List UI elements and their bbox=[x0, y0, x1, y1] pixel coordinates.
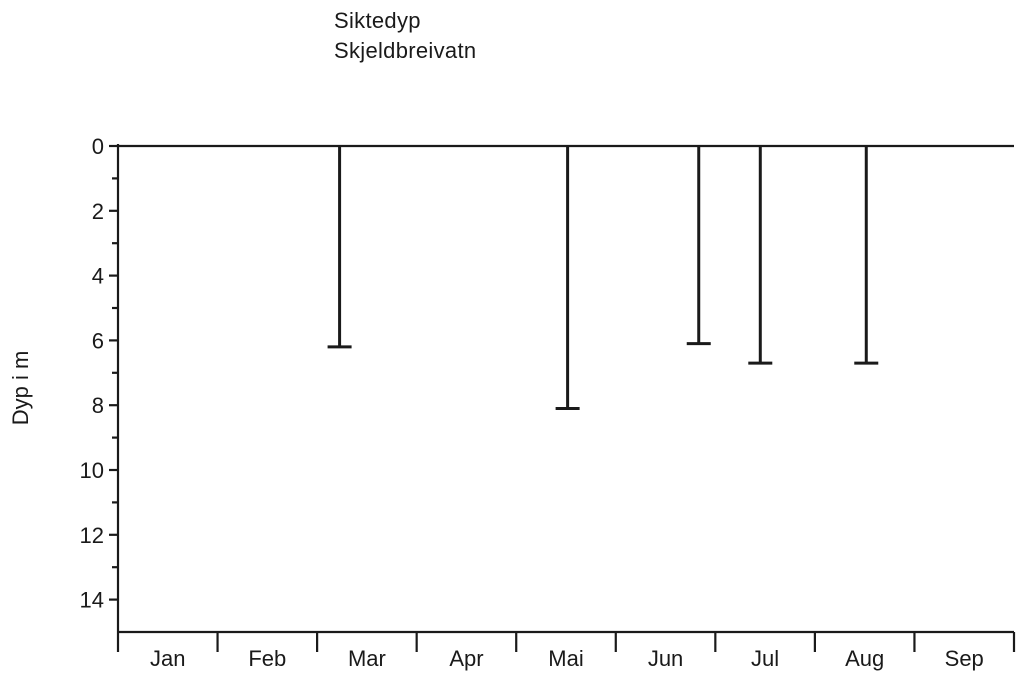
depth-mark bbox=[556, 146, 580, 408]
depth-mark bbox=[854, 146, 878, 363]
depth-mark bbox=[748, 146, 772, 363]
y-tick-label: 0 bbox=[92, 134, 104, 159]
x-tick-label: Sep bbox=[945, 646, 984, 671]
y-tick-label: 10 bbox=[80, 458, 104, 483]
depth-marks bbox=[328, 146, 879, 408]
y-tick-label: 4 bbox=[92, 264, 104, 289]
depth-mark bbox=[328, 146, 352, 347]
y-tick-label: 6 bbox=[92, 328, 104, 353]
y-tick-label: 14 bbox=[80, 588, 104, 613]
y-tick-label: 2 bbox=[92, 199, 104, 224]
y-axis-label-group: Dyp i m bbox=[8, 351, 33, 426]
x-tick-label: Aug bbox=[845, 646, 884, 671]
x-tick-label: Jan bbox=[150, 646, 185, 671]
x-tick-label: Mai bbox=[548, 646, 583, 671]
x-ticks: Jan Feb Mar Apr Mai Jun Jul Aug Sep bbox=[118, 632, 1014, 671]
y-tick-label: 8 bbox=[92, 393, 104, 418]
x-tick-label: Mar bbox=[348, 646, 386, 671]
x-tick-label: Jul bbox=[751, 646, 779, 671]
depth-mark bbox=[687, 146, 711, 344]
y-axis-label: Dyp i m bbox=[8, 351, 33, 426]
y-tick-label: 12 bbox=[80, 523, 104, 548]
y-ticks: 0 2 4 6 8 10 12 14 bbox=[80, 134, 118, 613]
x-tick-label: Apr bbox=[449, 646, 483, 671]
axes bbox=[118, 144, 1014, 632]
x-tick-label: Feb bbox=[248, 646, 286, 671]
x-tick-label: Jun bbox=[648, 646, 683, 671]
